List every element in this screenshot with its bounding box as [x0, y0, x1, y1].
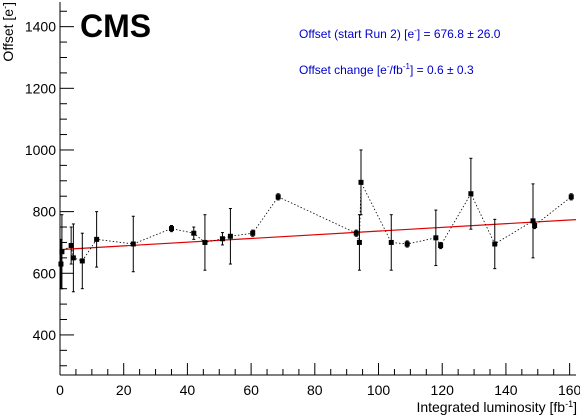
- data-point: [492, 218, 498, 270]
- x-tick-label: 100: [367, 382, 391, 398]
- point-marker: [58, 261, 64, 267]
- point-marker: [94, 236, 100, 242]
- data-point: [191, 226, 197, 240]
- point-marker: [68, 243, 74, 249]
- data-point: [358, 149, 364, 216]
- y-axis-title: Offset [e-]: [0, 2, 16, 62]
- point-marker: [191, 230, 197, 236]
- x-tick-label: 0: [56, 382, 64, 398]
- y-tick-label: 1400: [25, 19, 56, 35]
- axis-frame: [59, 2, 576, 376]
- y-tick-label: 800: [33, 204, 57, 220]
- x-tick-label: 60: [243, 382, 259, 398]
- data-point: [433, 209, 439, 267]
- x-tick-label: 80: [307, 382, 323, 398]
- data-point: [70, 223, 76, 293]
- point-marker: [227, 233, 233, 239]
- point-marker: [404, 241, 410, 247]
- point-marker: [388, 239, 394, 245]
- data-point: [356, 214, 362, 271]
- point-marker: [532, 222, 538, 228]
- x-tick-label: 40: [180, 382, 196, 398]
- cms-logo: CMS: [80, 8, 151, 44]
- point-marker: [468, 191, 474, 197]
- x-tick-label: 140: [494, 382, 518, 398]
- point-marker: [358, 179, 364, 185]
- y-tick-label: 600: [33, 265, 57, 281]
- point-marker: [275, 194, 281, 200]
- data-point: [388, 214, 394, 271]
- data-point: [404, 240, 410, 248]
- point-marker: [356, 239, 362, 245]
- data-point: [468, 157, 474, 230]
- y-tick-label: 400: [33, 327, 57, 343]
- point-marker: [219, 236, 225, 242]
- x-tick-label: 120: [431, 382, 455, 398]
- data-point: [530, 183, 536, 259]
- data-point: [250, 229, 256, 237]
- data-point: [59, 214, 65, 290]
- y-tick-label: 1000: [25, 142, 56, 158]
- point-marker: [168, 226, 174, 232]
- point-marker: [492, 241, 498, 247]
- point-marker: [433, 235, 439, 241]
- data-point: [202, 214, 208, 271]
- x-axis-title: Integrated luminosity [fb-1]: [416, 399, 577, 415]
- linear-fit-line: [59, 219, 577, 251]
- data-point: [94, 211, 100, 268]
- point-marker: [79, 258, 85, 264]
- point-marker: [568, 194, 574, 200]
- x-axis-ticks: 0 20 40 60 80 100 120 140 160: [56, 363, 580, 398]
- x-tick-label: 160: [558, 382, 580, 398]
- data-point: [227, 208, 233, 265]
- data-point: [168, 224, 174, 233]
- point-marker: [130, 241, 136, 247]
- data-point: [275, 193, 281, 201]
- data-point: [58, 238, 64, 290]
- data-point: [130, 215, 136, 273]
- point-marker: [353, 230, 359, 236]
- points-layer: [58, 149, 574, 293]
- data-point: [532, 221, 538, 230]
- data-point: [79, 232, 85, 290]
- y-axis-ticks: 400 600 800 1000 1200 1400: [25, 10, 74, 367]
- data-point: [438, 241, 444, 250]
- point-marker: [530, 218, 536, 224]
- y-tick-label: 1200: [25, 80, 56, 96]
- point-marker: [438, 243, 444, 249]
- data-point: [353, 229, 359, 237]
- annotation-offset-change: Offset change [e-/fb-1] = 0.6 ± 0.3: [299, 62, 474, 77]
- data-point: [568, 193, 574, 201]
- x-tick-label: 20: [116, 382, 132, 398]
- data-connector-line: [60, 182, 572, 265]
- point-marker: [70, 255, 76, 261]
- connector-layer: [60, 182, 572, 265]
- data-point: [219, 232, 225, 246]
- point-marker: [250, 230, 256, 236]
- fit-layer: [59, 219, 577, 251]
- point-marker: [202, 239, 208, 245]
- point-marker: [59, 249, 65, 255]
- annotation-offset-start: Offset (start Run 2) [e-] = 676.8 ± 26.0: [299, 26, 501, 41]
